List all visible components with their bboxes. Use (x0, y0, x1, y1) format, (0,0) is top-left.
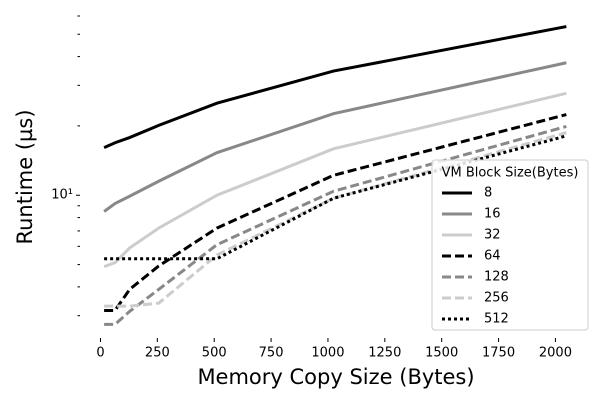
legend-title: VM Block Size(Bytes) (442, 166, 579, 181)
x-tick-label: 0 (96, 346, 104, 361)
x-tick-label: 1750 (482, 346, 515, 361)
x-tick-label: 1500 (425, 346, 458, 361)
x-tick-label: 1000 (311, 346, 344, 361)
legend-label: 256 (484, 291, 509, 306)
legend-label: 128 (484, 270, 509, 285)
y-axis-label: Runtime (µs) (13, 109, 37, 244)
legend-label: 32 (484, 228, 501, 243)
y-tick-label: 10¹ (51, 188, 73, 203)
series-line (104, 124, 567, 326)
x-tick-label: 1250 (368, 346, 401, 361)
x-tick-label: 500 (202, 346, 227, 361)
series-line (104, 113, 567, 312)
legend-label: 16 (484, 207, 501, 222)
legend: VM Block Size(Bytes) 8 16 32 64 128 256 512 (431, 159, 589, 331)
series-line (104, 131, 567, 308)
series-line (103, 61, 567, 213)
x-tick-label: 250 (145, 346, 170, 361)
legend-label: 8 (484, 186, 492, 201)
legend-label: 64 (484, 249, 501, 264)
legend-box (431, 159, 589, 331)
series-line (104, 134, 567, 261)
x-axis-label: Memory Copy Size (Bytes) (197, 365, 474, 389)
legend-label: 512 (484, 312, 509, 327)
x-tick-label: 2000 (539, 346, 572, 361)
series-line (103, 91, 567, 269)
x-tick-label: 750 (259, 346, 284, 361)
series-line (103, 25, 567, 149)
